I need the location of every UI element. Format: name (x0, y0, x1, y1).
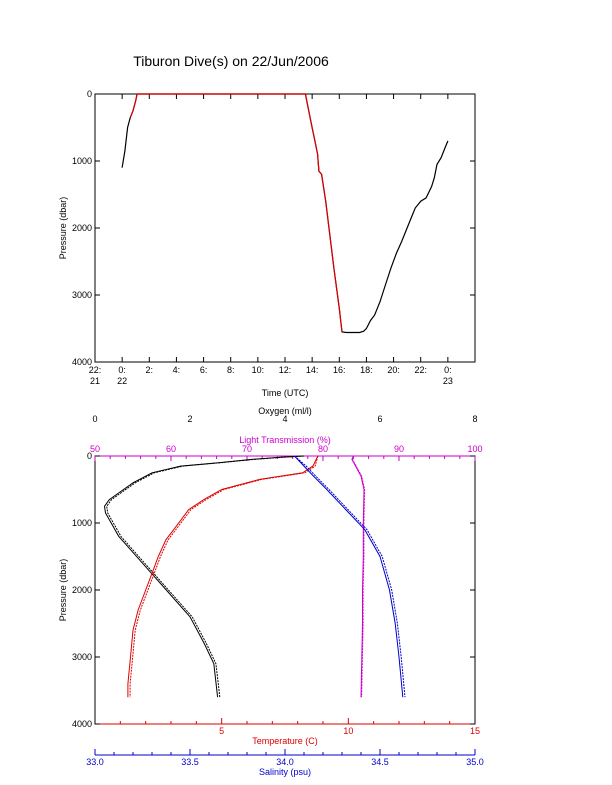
chart-title: Tiburon Dive(s) on 22/Jun/2006 (133, 53, 329, 69)
transmission-tick-label: 50 (90, 444, 100, 454)
salinity-tick-label: 34.0 (276, 757, 294, 767)
dive-profile-line-black (121, 93, 449, 334)
dive-y-tick-label: 3000 (72, 290, 92, 300)
dive-x-tick-label-day: 23 (443, 376, 453, 386)
transmission-tick-label: 90 (394, 444, 404, 454)
water-profiles-chart: 0 1000 2000 3000 4000 0 2 4 6 8 50 60 70 80 90 100 5 10 1… (58, 406, 484, 777)
dive-profile-x-label: Time (UTC) (262, 388, 309, 398)
oxygen-tick-label: 6 (377, 414, 382, 424)
salinity-tick-label: 35.0 (466, 757, 484, 767)
salinity-tick-label: 33.0 (86, 757, 104, 767)
temperature-profile-line (129, 455, 319, 698)
dive-x-tick-label: 2: (146, 365, 154, 375)
salinity-axis-label: Salinity (psu) (259, 767, 311, 777)
dive-x-tick-label: 4: (173, 365, 181, 375)
transmission-tick-label: 70 (242, 444, 252, 454)
dive-x-tick-label-day: 22 (117, 376, 127, 386)
salinity-profile-line (294, 455, 406, 698)
dive-x-tick-label: 22: (89, 365, 102, 375)
dive-y-tick-label: 1000 (72, 156, 92, 166)
dive-profile-y-ticks: 0 1000 2000 3000 4000 (72, 89, 475, 367)
oxygen-profile-line (106, 455, 305, 698)
temperature-axis-label: Temperature (C) (252, 736, 318, 746)
water-y-tick-label: 2000 (72, 585, 92, 595)
dive-x-tick-label: 22: (414, 365, 427, 375)
oxygen-tick-label: 2 (187, 414, 192, 424)
salinity-tick-label: 33.5 (181, 757, 199, 767)
transmission-tick-label: 80 (318, 444, 328, 454)
water-profiles-frame (94, 455, 476, 725)
oxygen-tick-label: 4 (282, 414, 287, 424)
water-profiles-series (103, 455, 406, 698)
dive-x-tick-label: 10: (252, 365, 265, 375)
dive-x-tick-label-day: 21 (90, 376, 100, 386)
dive-x-tick-label: 8: (227, 365, 235, 375)
dive-x-tick-label: 16: (333, 365, 346, 375)
dive-x-tick-label: 20: (387, 365, 400, 375)
dive-y-tick-label: 2000 (72, 223, 92, 233)
dive-x-tick-label: 0: (444, 365, 452, 375)
transmission-axis-label: Light Transmission (%) (239, 435, 331, 445)
oxygen-profile-line (103, 455, 305, 698)
water-y-tick-label: 0 (87, 451, 92, 461)
dive-y-tick-label: 0 (87, 89, 92, 99)
oxygen-tick-label: 8 (472, 414, 477, 424)
dive-x-tick-label: 18: (360, 365, 373, 375)
dive-profile-y-label: Pressure (dbar) (58, 197, 68, 260)
transmission-profile-line (351, 455, 366, 698)
transmission-tick-label: 100 (467, 444, 482, 454)
water-profiles-axes: 0 2 4 6 8 50 60 70 80 90 100 5 10 15 33.0 33.5 34.0 34.5 3… (86, 414, 484, 767)
water-y-tick-label: 3000 (72, 652, 92, 662)
dive-x-tick-label: 14: (306, 365, 319, 375)
dive-profile-series (121, 93, 449, 334)
dive-profile-x-ticks: 22:210:222: 4: 6: 8: 10: 12: 14: 16: 18: 20: 22: 0:… (89, 94, 453, 386)
transmission-profile-line (351, 455, 365, 698)
water-profiles-y-label: Pressure (dbar) (58, 559, 68, 622)
dive-profile-line-red (129, 93, 343, 332)
temperature-profile-line (127, 455, 319, 698)
oxygen-axis-label: Oxygen (ml/l) (258, 406, 312, 416)
dive-x-tick-label: 0: (118, 365, 126, 375)
oxygen-tick-label: 0 (92, 414, 97, 424)
dive-profile-frame (94, 93, 476, 363)
dive-x-tick-label: 6: (200, 365, 208, 375)
temperature-tick-label: 10 (343, 726, 353, 736)
water-y-tick-label: 1000 (72, 518, 92, 528)
dive-x-tick-label: 12: (279, 365, 292, 375)
temperature-tick-label: 5 (219, 726, 224, 736)
dive-y-tick-label: 4000 (72, 357, 92, 367)
salinity-profile-line (294, 455, 404, 698)
water-y-tick-label: 4000 (72, 719, 92, 729)
transmission-tick-label: 60 (166, 444, 176, 454)
water-profiles-y-ticks: 0 1000 2000 3000 4000 (72, 451, 475, 729)
salinity-tick-label: 34.5 (371, 757, 389, 767)
temperature-tick-label: 15 (470, 726, 480, 736)
